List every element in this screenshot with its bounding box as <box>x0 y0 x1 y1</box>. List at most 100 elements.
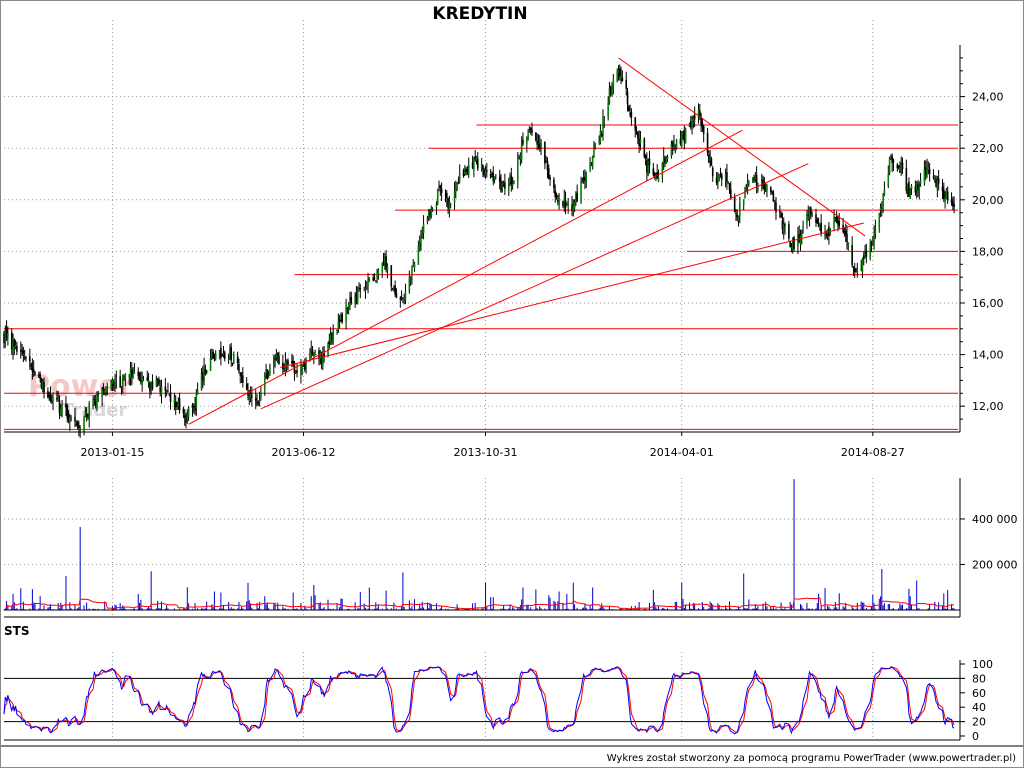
candle-body <box>772 192 775 202</box>
price-y-ticks: 12,00 14,00 16,00 18,00 20,00 22,00 24,00 <box>960 57 1004 420</box>
candle-body <box>381 263 384 272</box>
candle-body <box>38 374 40 377</box>
candle-body <box>391 288 394 290</box>
candle-body <box>124 374 127 379</box>
candle-body <box>97 394 100 396</box>
candle-body <box>447 197 449 209</box>
candle-body <box>402 298 404 300</box>
candle-body <box>564 200 567 208</box>
candle-body <box>811 215 813 217</box>
candle-body <box>137 371 140 376</box>
candle-body <box>364 289 367 291</box>
candle-body <box>919 180 922 184</box>
candle-body <box>301 364 304 368</box>
candle-body <box>292 360 294 366</box>
candle-body <box>826 229 829 233</box>
candle-body <box>760 178 763 187</box>
candle-body <box>300 366 302 376</box>
candle-body <box>105 386 107 393</box>
candle-body <box>737 215 740 221</box>
candle-body <box>141 379 143 385</box>
candle-body <box>309 352 311 362</box>
candle-body <box>527 134 529 141</box>
candle-body <box>709 157 711 162</box>
candle-body <box>710 158 713 166</box>
candle-body <box>110 382 112 390</box>
candle-body <box>323 353 325 357</box>
candle-body <box>603 118 606 120</box>
candle-body <box>602 116 604 134</box>
candle-body <box>238 363 240 372</box>
candle-body <box>67 415 70 421</box>
price-candles <box>3 64 955 438</box>
candle-body <box>79 429 81 431</box>
candle-body <box>467 165 470 175</box>
candle-body <box>950 199 953 203</box>
candle-body <box>258 400 261 403</box>
candle-body <box>394 285 396 295</box>
candle-body <box>399 298 402 300</box>
candle-body <box>612 80 615 86</box>
candle-body <box>409 278 412 280</box>
candle-body <box>204 368 207 374</box>
candle-body <box>185 414 187 423</box>
candle-body <box>688 123 691 127</box>
sts-tick-label: 0 <box>972 730 979 743</box>
candle-body <box>52 397 54 402</box>
candle-body <box>844 230 847 235</box>
candle-body <box>653 173 656 177</box>
candle-body <box>129 368 132 378</box>
candle-body <box>273 358 275 366</box>
candle-body <box>766 186 768 192</box>
candle-body <box>775 202 777 213</box>
candle-body <box>462 169 465 177</box>
candle-body <box>906 183 909 190</box>
candle-body <box>890 156 892 159</box>
candle-body <box>43 382 45 393</box>
candle-body <box>426 218 429 222</box>
candle-body <box>186 415 189 421</box>
candle-body <box>562 200 564 206</box>
candle-body <box>119 376 121 388</box>
candle-body <box>75 424 78 426</box>
candle-body <box>48 394 50 397</box>
sts-tick-label: 20 <box>972 716 986 729</box>
candle-body <box>251 395 253 398</box>
candle-body <box>466 171 469 173</box>
candle-body <box>123 374 125 377</box>
candle-body <box>345 305 347 322</box>
candle-body <box>376 271 378 278</box>
candle-body <box>800 231 803 237</box>
candle-body <box>773 200 776 204</box>
candle-body <box>585 172 588 183</box>
candle-body <box>365 289 368 290</box>
candle-body <box>411 267 413 277</box>
candle-body <box>664 158 666 163</box>
candle-body <box>214 354 217 360</box>
candle-body <box>440 188 443 193</box>
candle-body <box>522 139 524 144</box>
candle-body <box>899 170 901 173</box>
candle-body <box>764 187 767 189</box>
candle-body <box>174 401 177 407</box>
x-tick-label: 2013-06-12 <box>272 446 336 459</box>
candle-body <box>617 70 620 73</box>
candle-body <box>942 189 945 200</box>
candle-body <box>313 352 315 358</box>
candle-body <box>846 234 848 242</box>
candle-body <box>158 379 160 385</box>
candle-body <box>862 255 865 260</box>
candle-body <box>790 246 793 248</box>
candle-body <box>329 334 332 344</box>
candle-body <box>254 398 257 401</box>
candle-body <box>684 128 687 144</box>
candle-body <box>915 182 918 191</box>
candle-body <box>84 412 87 416</box>
candle-body <box>177 401 180 407</box>
y-tick-label: 22,00 <box>972 142 1004 155</box>
candle-body <box>926 167 928 174</box>
candle-body <box>202 372 204 381</box>
candle-body <box>393 287 395 289</box>
candle-body <box>336 329 338 331</box>
